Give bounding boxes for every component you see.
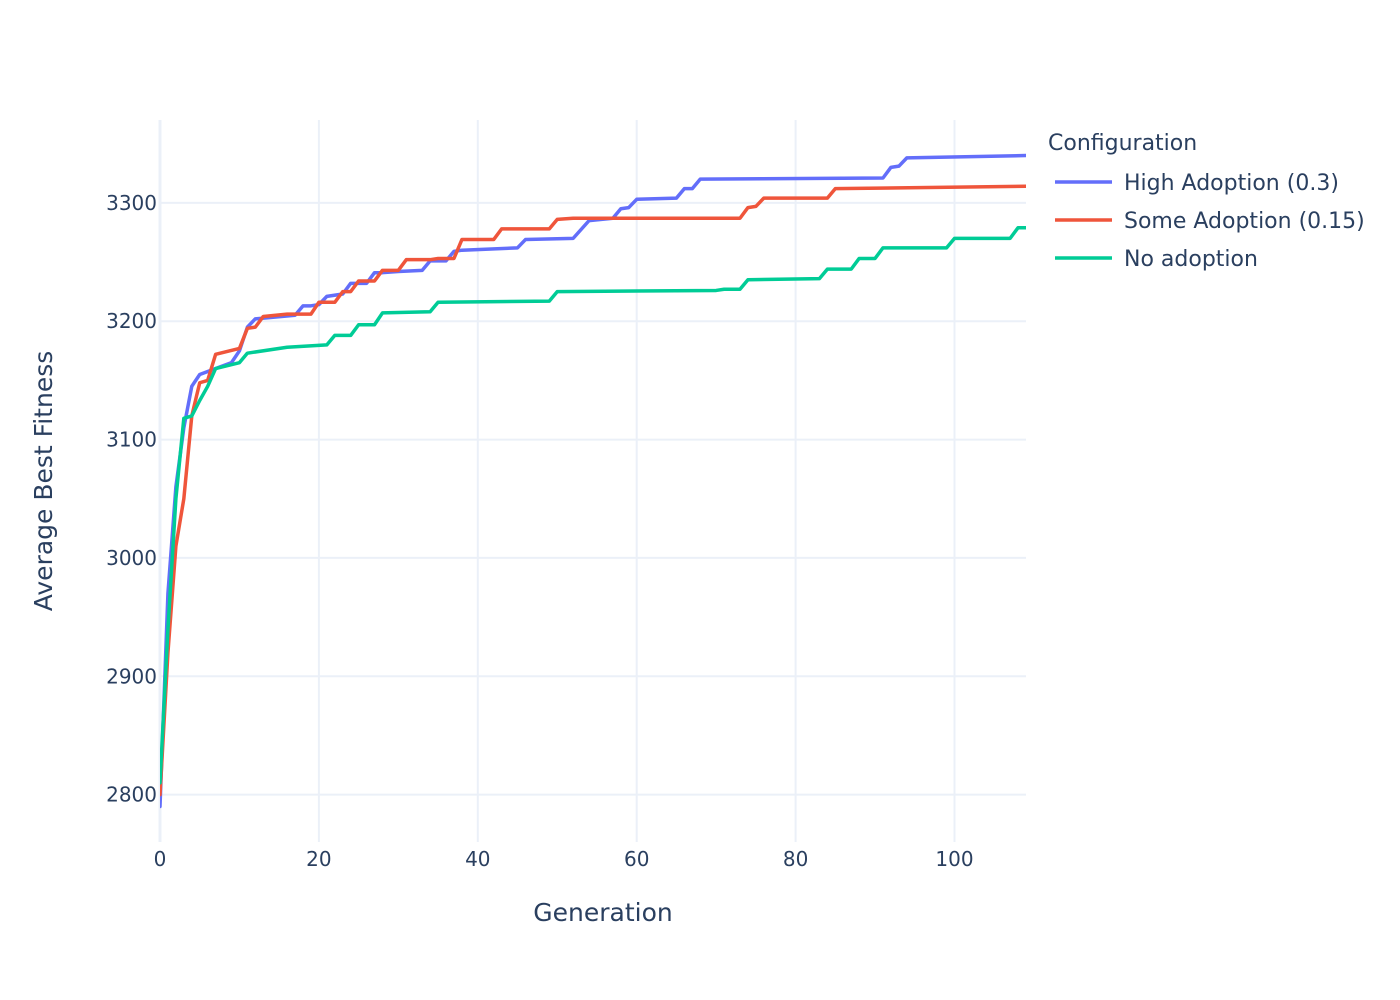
legend-item[interactable]: Some Adoption (0.15)	[1055, 209, 1365, 234]
y-axis-title: Average Best Fitness	[29, 351, 58, 612]
x-tick-label: 100	[935, 847, 973, 871]
x-tick-label: 80	[783, 847, 808, 871]
x-tick-label: 0	[154, 847, 167, 871]
legend-label: No adoption	[1124, 247, 1258, 272]
legend-label: High Adoption (0.3)	[1124, 171, 1339, 196]
series-layer	[160, 153, 1026, 809]
legend-label: Some Adoption (0.15)	[1124, 209, 1365, 234]
y-tick-label: 3100	[106, 428, 157, 452]
series-line-1	[160, 184, 1026, 797]
tick-layer: 0 20 40 60 80 100 2800 2900 3000 3100 3200 3300	[106, 191, 973, 871]
series-line-2	[160, 225, 1026, 785]
x-tick-label: 40	[465, 847, 490, 871]
y-tick-label: 2900	[106, 664, 157, 688]
legend: Configuration High Adoption (0.3) Some Ad…	[1048, 131, 1365, 272]
y-tick-label: 3000	[106, 546, 157, 570]
x-axis-title: Generation	[533, 898, 672, 927]
x-tick-label: 60	[624, 847, 649, 871]
series-line-0	[160, 153, 1026, 809]
legend-item[interactable]: No adoption	[1055, 247, 1258, 272]
x-tick-label: 20	[306, 847, 331, 871]
y-tick-label: 3300	[106, 191, 157, 215]
legend-title: Configuration	[1048, 131, 1197, 156]
y-tick-label: 3200	[106, 309, 157, 333]
y-tick-label: 2800	[106, 783, 157, 807]
legend-item[interactable]: High Adoption (0.3)	[1055, 171, 1339, 196]
